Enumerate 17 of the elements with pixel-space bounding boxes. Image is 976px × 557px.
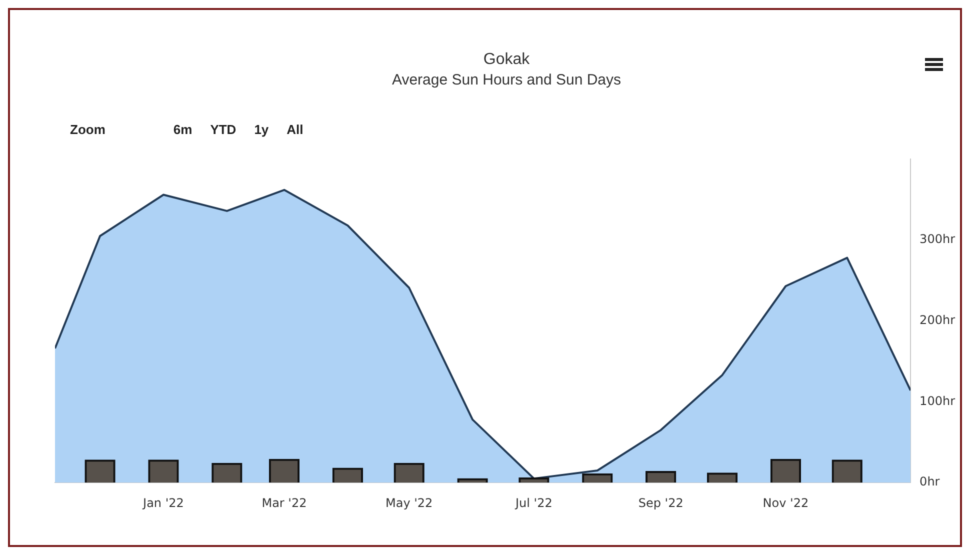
text: 6m [173, 122, 192, 137]
x-tick-label: Jul '22 [514, 496, 552, 510]
text: YTD [210, 122, 236, 137]
chart-subtitle: Average Sun Hours and Sun Days [392, 71, 622, 88]
text: All [286, 122, 304, 137]
x-tick-label: Nov '22 [762, 496, 809, 510]
x-tick-label: Mar '22 [262, 496, 307, 510]
y-tick-label: 200hr [920, 313, 956, 328]
y-tick-label: 100hr [920, 394, 956, 408]
y-tick-label: 0hr [920, 474, 940, 489]
text: Zoom [70, 122, 106, 137]
x-tick-label: May '22 [385, 496, 433, 510]
chart-title: Gokak [483, 51, 531, 68]
text: 1y [254, 122, 269, 137]
y-tick-label: 300hr [920, 232, 956, 246]
x-tick-label: Sep '22 [638, 496, 684, 510]
x-tick-label: Jan '22 [142, 496, 184, 510]
